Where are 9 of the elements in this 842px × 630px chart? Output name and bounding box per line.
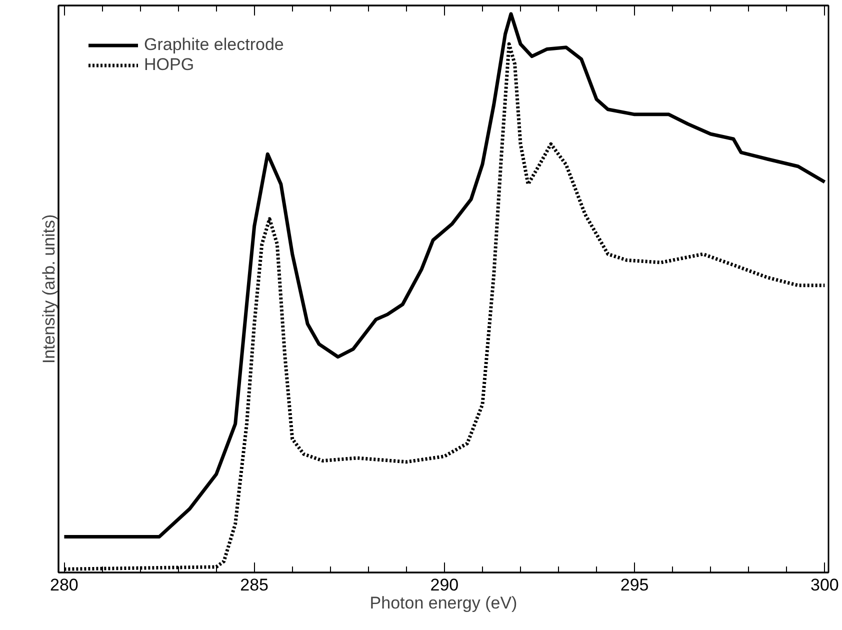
legend-label: Graphite electrode <box>144 35 284 55</box>
x-axis-title: Photon energy (eV) <box>370 594 518 612</box>
legend-label: HOPG <box>144 55 194 75</box>
x-tick-label: 280 <box>50 576 78 594</box>
x-tick-label: 300 <box>810 576 839 594</box>
x-tick-label: 285 <box>240 576 269 594</box>
x-tick-label: 295 <box>620 576 649 594</box>
x-tick-label: 290 <box>430 576 459 594</box>
y-axis-title: Intensity (arb. units) <box>40 214 58 364</box>
